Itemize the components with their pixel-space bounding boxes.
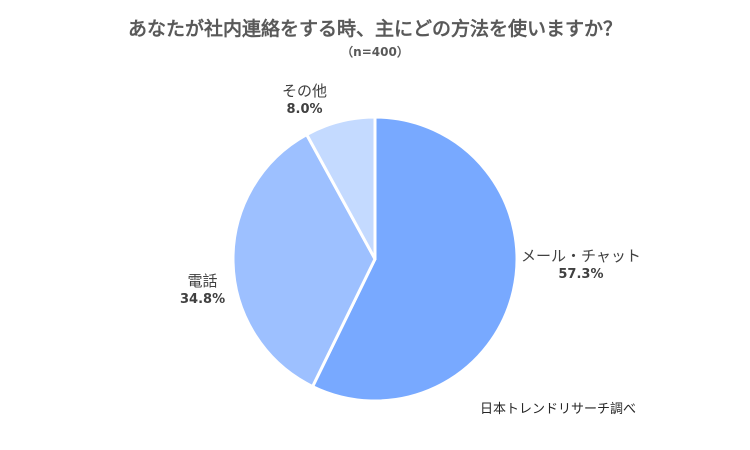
slice-value: 8.0% — [286, 102, 323, 118]
slice-label-other: その他 8.0% — [282, 81, 327, 119]
slice-name: 電話 — [187, 272, 218, 290]
pie-slice-1 — [231, 133, 377, 389]
slice-label-phone: 電話 34.8% — [180, 271, 225, 309]
slice-value: 34.8% — [180, 292, 226, 308]
slice-name: その他 — [282, 82, 328, 100]
chart-title: あなたが社内連絡をする時、主にどの方法を使いますか？ — [127, 18, 622, 40]
slice-label-mail-chat: メール・チャット 57.3% — [521, 246, 641, 284]
pie-slice-0 — [311, 115, 519, 403]
slice-value: 57.3% — [558, 267, 604, 283]
slice-name: メール・チャット — [521, 247, 641, 265]
pie-slice-2 — [305, 115, 377, 261]
chart-subtitle: （n=400） — [341, 45, 409, 59]
source-note: 日本トレンドリサーチ調べ — [480, 402, 637, 417]
